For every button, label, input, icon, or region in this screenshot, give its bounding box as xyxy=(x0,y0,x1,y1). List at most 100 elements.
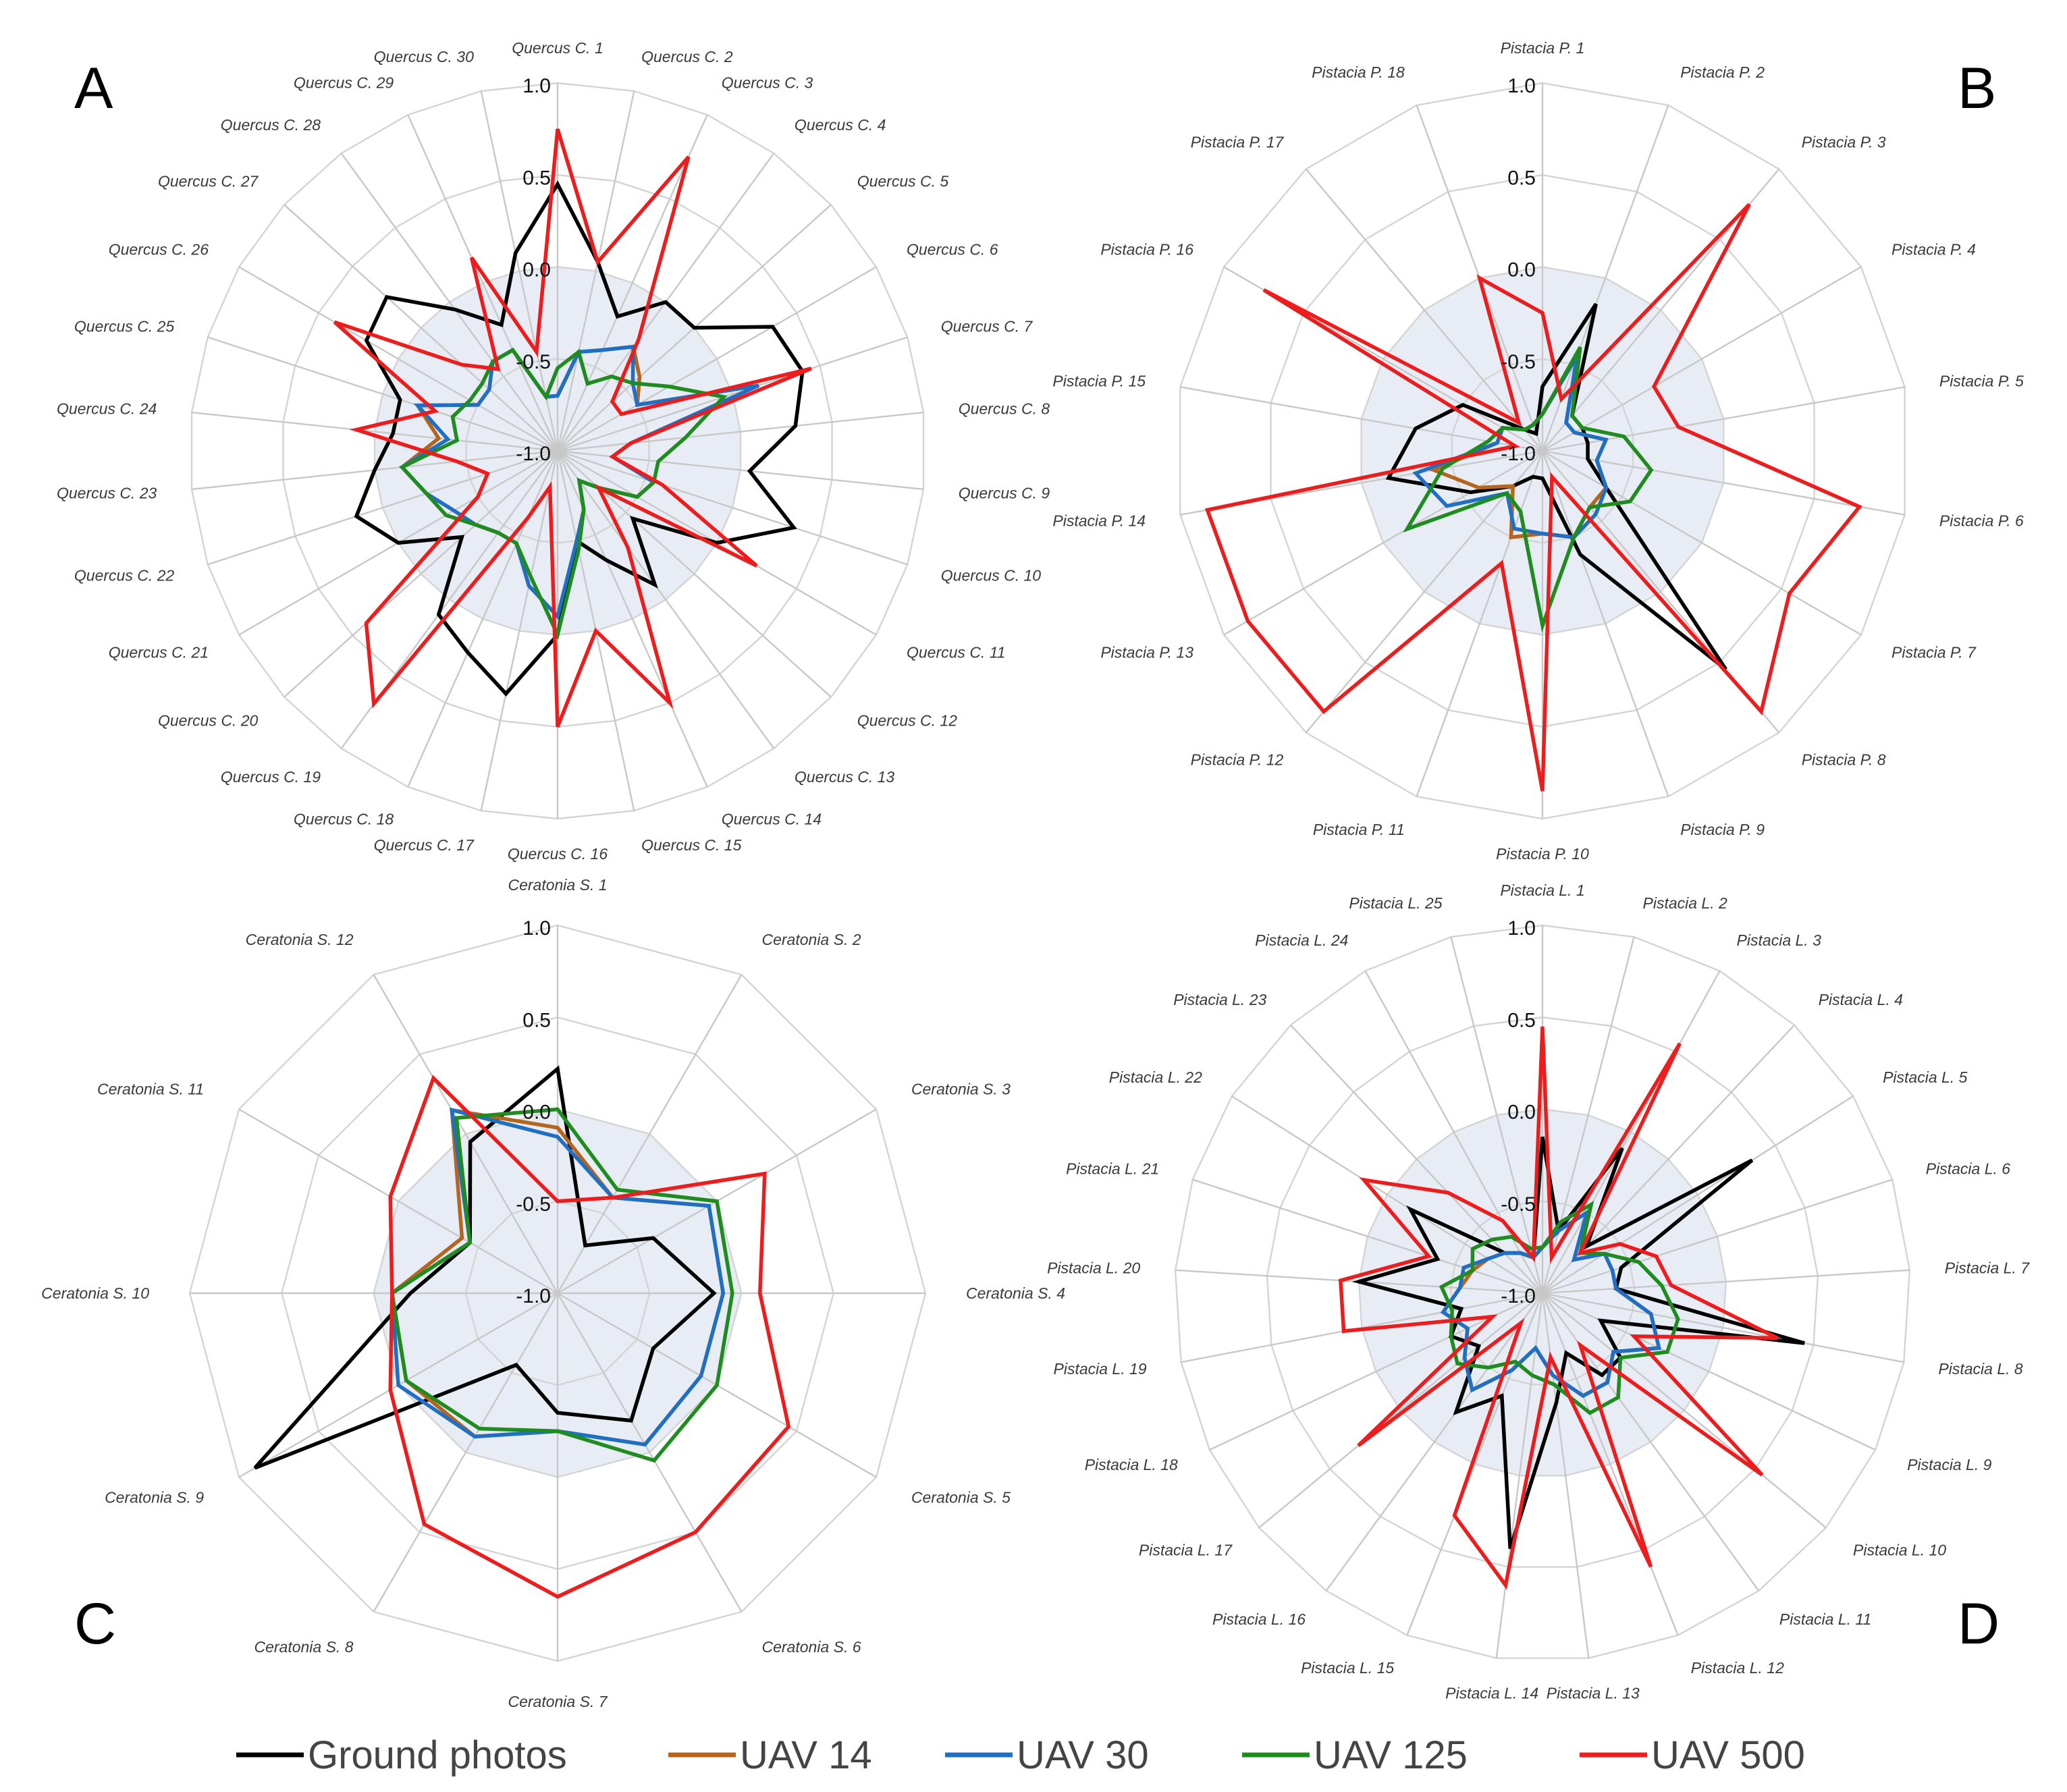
panel-a-category-label: Quercus C. 17 xyxy=(374,836,475,854)
chart-legend: Ground photos UAV 14 UAV 30 UAV 125 UAV 500 xyxy=(236,1733,1805,1777)
panel-c-series-uav-500 xyxy=(388,1075,791,1599)
panel-a-spoke xyxy=(480,450,559,811)
panel-a-spoke xyxy=(557,450,775,749)
panel-d-category-label: Pistacia L. 12 xyxy=(1691,1659,1784,1677)
panel-d-tick-label: 0.5 xyxy=(1507,1009,1536,1031)
panel-a-category-label: Quercus C. 2 xyxy=(641,48,733,65)
panel-b-tick-label: 0.5 xyxy=(1507,167,1536,189)
panel-a-category-label: Quercus C. 21 xyxy=(109,644,209,661)
panel-c-tick-label: 0.0 xyxy=(522,1102,551,1124)
panel-b-category-label: Pistacia P. 17 xyxy=(1191,134,1285,151)
panel-c-tick-label: -1.0 xyxy=(516,1285,551,1307)
panel-b-category-label: Pistacia P. 14 xyxy=(1052,512,1146,530)
panel-d-tick-label: 0.0 xyxy=(1507,1102,1536,1124)
panel-a-spoke xyxy=(556,90,635,452)
panel-d-spoke xyxy=(1325,1293,1543,1592)
panel-b-spoke xyxy=(1542,266,1862,452)
panel-a-spoke xyxy=(238,266,558,452)
panel-d-tick-label: -1.0 xyxy=(1501,1285,1536,1307)
panel-d-series-uav-30 xyxy=(1440,1208,1662,1399)
panel-b-spoke xyxy=(1180,386,1543,452)
panel-a-spoke xyxy=(340,153,558,452)
panel-d-spoke xyxy=(1450,936,1544,1294)
panel-a-series-uav-30 xyxy=(399,344,760,620)
panel-d-spoke xyxy=(1495,1293,1544,1658)
panel-a-spoke xyxy=(191,411,558,452)
panel-a-tick-label: 0.5 xyxy=(522,167,551,189)
panel-a-spoke xyxy=(557,411,924,452)
legend-label-uav-125: UAV 125 xyxy=(1314,1733,1468,1777)
panel-c-tick-label: 1.0 xyxy=(522,917,551,940)
panel-c-category-label: Ceratonia S. 3 xyxy=(911,1081,1011,1098)
panel-a-category-label: Quercus C. 24 xyxy=(57,400,157,418)
panel-a-tick-label: -0.5 xyxy=(516,351,551,373)
panel-a-category-label: Quercus C. 5 xyxy=(857,173,949,190)
panel-b-category-label: Pistacia P. 5 xyxy=(1939,372,2024,389)
panel-d-series-uav-500 xyxy=(1338,1026,1779,1590)
panel-c-category-label: Ceratonia S. 4 xyxy=(966,1284,1065,1302)
panel-b-category-label: Pistacia P. 10 xyxy=(1496,845,1589,863)
panel-a-category-label: Quercus C. 23 xyxy=(57,484,157,501)
panel-d-category-label: Pistacia L. 4 xyxy=(1819,991,1903,1008)
panel-letter-a: A xyxy=(74,56,113,121)
panel-c-category-label: Ceratonia S. 10 xyxy=(41,1284,149,1302)
legend-label-uav-30: UAV 30 xyxy=(1017,1733,1149,1777)
panel-a-tick-label: 0.0 xyxy=(522,259,551,281)
panel-a-category-label: Quercus C. 28 xyxy=(221,116,321,134)
panel-a-category-label: Quercus C. 22 xyxy=(74,567,174,585)
panel-d-gridline xyxy=(1449,1200,1636,1386)
panel-a-spoke xyxy=(207,450,558,566)
panel-c-spoke xyxy=(238,1108,558,1295)
panel-a-spoke xyxy=(480,90,559,452)
panel-a-category-label: Quercus C. 9 xyxy=(959,484,1050,501)
panel-a-category-label: Quercus C. 4 xyxy=(795,116,886,134)
panel-b-series-uav-500 xyxy=(1204,202,1863,792)
panel-d-category-label: Pistacia L. 5 xyxy=(1883,1068,1967,1086)
panel-b-category-label: Pistacia P. 15 xyxy=(1052,372,1146,389)
panel-b-spoke xyxy=(1541,105,1669,452)
panel-a-category-label: Quercus C. 26 xyxy=(109,241,209,259)
panel-letter-c: C xyxy=(74,1592,116,1656)
panel-d-category-label: Pistacia L. 1 xyxy=(1500,881,1584,899)
panel-c-category-label: Ceratonia S. 8 xyxy=(254,1638,353,1656)
panel-letter-d: D xyxy=(1958,1592,1999,1656)
panel-a-spoke xyxy=(284,204,558,452)
panel-a-spoke xyxy=(207,336,558,452)
panel-d-series-ground-photos xyxy=(1351,1136,1805,1550)
panel-d-gridline xyxy=(1174,924,1911,1659)
panel-c-spoke xyxy=(373,974,559,1294)
panel-c-tick-label: -0.5 xyxy=(516,1193,551,1216)
panel-b-category-label: Pistacia P. 13 xyxy=(1100,644,1193,661)
panel-c-tick-label: 0.5 xyxy=(522,1009,551,1031)
panel-a-category-label: Quercus C. 8 xyxy=(959,400,1050,418)
panel-d-spoke xyxy=(1542,1269,1910,1295)
panel-c-category-label: Ceratonia S. 9 xyxy=(105,1489,204,1506)
panel-d-category-label: Pistacia L. 6 xyxy=(1926,1160,2010,1178)
panel-a-category-label: Quercus C. 1 xyxy=(512,39,603,57)
panel-b-category-label: Pistacia P. 6 xyxy=(1939,512,2024,530)
panel-d-category-label: Pistacia L. 7 xyxy=(1945,1259,2030,1277)
panel-d-spoke xyxy=(1542,1095,1854,1295)
panel-c-series-uav-125 xyxy=(390,1107,734,1463)
panel-c-category-label: Ceratonia S. 7 xyxy=(508,1693,608,1710)
panel-b-category-label: Pistacia P. 16 xyxy=(1100,241,1193,259)
panel-a-category-label: Quercus C. 3 xyxy=(722,74,813,92)
panel-b-category-label: Pistacia P. 4 xyxy=(1891,241,1976,259)
panel-c-spoke xyxy=(556,1293,743,1612)
panel-a-spoke xyxy=(284,450,558,698)
panel-c-spoke xyxy=(556,974,743,1294)
panel-a-category-label: Quercus C. 14 xyxy=(722,810,822,827)
panel-d-spoke xyxy=(1541,970,1721,1294)
panel-b-category-label: Pistacia P. 12 xyxy=(1191,751,1284,768)
panel-d-category-label: Pistacia L. 8 xyxy=(1938,1360,2022,1378)
panel-a-spoke xyxy=(557,450,908,566)
panel-d-gridline xyxy=(1266,1016,1819,1568)
panel-a-tick-label: 1.0 xyxy=(522,75,551,97)
panel-b-tick-label: -1.0 xyxy=(1501,443,1536,465)
legend-label-ground-photos: Ground photos xyxy=(308,1733,567,1777)
panel-b-tick-label: -0.5 xyxy=(1501,351,1536,373)
panel-b-category-label: Pistacia P. 1 xyxy=(1501,39,1585,57)
panel-a-category-label: Quercus C. 13 xyxy=(795,768,894,786)
panel-a-category-label: Quercus C. 6 xyxy=(907,241,998,259)
